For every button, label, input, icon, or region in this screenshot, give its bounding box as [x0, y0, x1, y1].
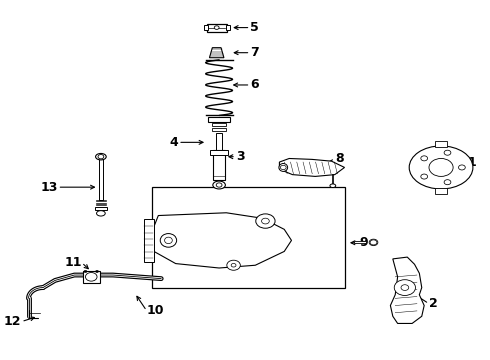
Bar: [210, 150, 228, 154]
FancyBboxPatch shape: [82, 271, 100, 283]
Ellipse shape: [213, 181, 225, 189]
FancyBboxPatch shape: [435, 141, 447, 147]
Circle shape: [256, 214, 275, 228]
Circle shape: [85, 273, 97, 281]
Ellipse shape: [97, 211, 105, 216]
Polygon shape: [279, 158, 344, 176]
FancyBboxPatch shape: [204, 26, 208, 30]
FancyBboxPatch shape: [95, 207, 107, 211]
Ellipse shape: [429, 158, 453, 176]
Polygon shape: [391, 257, 424, 323]
Circle shape: [227, 260, 240, 270]
FancyBboxPatch shape: [207, 24, 227, 32]
Ellipse shape: [369, 239, 378, 246]
Circle shape: [214, 26, 219, 30]
Bar: [98, 158, 103, 200]
Circle shape: [421, 156, 428, 161]
Bar: [144, 219, 154, 262]
Text: 1: 1: [467, 156, 476, 168]
Ellipse shape: [165, 237, 172, 244]
Polygon shape: [209, 48, 224, 58]
Circle shape: [262, 218, 270, 224]
Ellipse shape: [96, 153, 106, 160]
Circle shape: [421, 174, 428, 179]
Circle shape: [231, 264, 236, 267]
FancyBboxPatch shape: [435, 188, 447, 194]
Ellipse shape: [160, 234, 176, 247]
Circle shape: [394, 280, 416, 296]
Bar: [212, 129, 226, 131]
Text: 13: 13: [40, 181, 57, 194]
Text: 7: 7: [250, 46, 259, 59]
Circle shape: [401, 285, 409, 291]
Text: 6: 6: [250, 78, 259, 91]
Circle shape: [459, 165, 466, 170]
Bar: [212, 123, 226, 126]
FancyBboxPatch shape: [226, 26, 230, 30]
Circle shape: [98, 154, 104, 159]
Text: 5: 5: [250, 21, 259, 34]
Polygon shape: [154, 213, 292, 268]
Text: 8: 8: [335, 152, 343, 165]
Circle shape: [84, 270, 87, 273]
Ellipse shape: [279, 163, 288, 171]
Text: 3: 3: [236, 150, 245, 163]
Bar: [208, 117, 230, 122]
Circle shape: [216, 183, 222, 187]
Text: 4: 4: [170, 136, 178, 149]
Text: 2: 2: [429, 297, 438, 310]
Circle shape: [370, 240, 377, 245]
Circle shape: [444, 150, 451, 155]
Ellipse shape: [409, 146, 473, 189]
Bar: [151, 187, 344, 288]
Bar: [354, 241, 366, 243]
Text: 11: 11: [64, 256, 82, 269]
Circle shape: [444, 180, 451, 185]
Ellipse shape: [330, 184, 336, 188]
Bar: [217, 134, 222, 152]
Bar: [213, 150, 225, 180]
Text: 12: 12: [4, 315, 21, 328]
Text: 10: 10: [147, 305, 164, 318]
Text: 9: 9: [359, 236, 368, 249]
Circle shape: [280, 165, 286, 170]
Circle shape: [96, 270, 98, 273]
